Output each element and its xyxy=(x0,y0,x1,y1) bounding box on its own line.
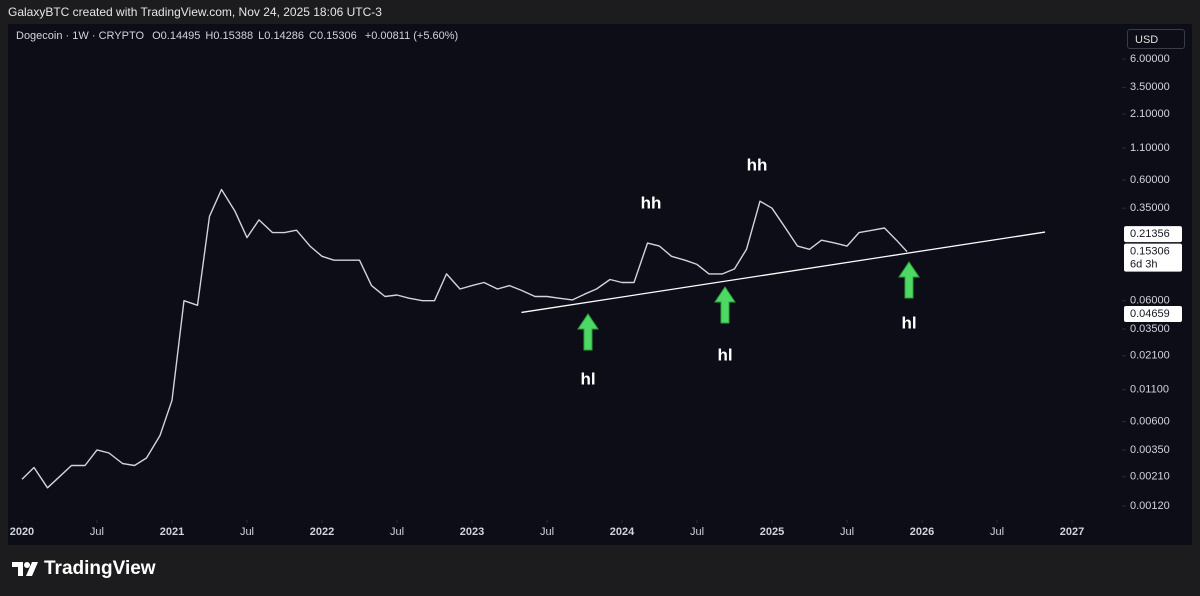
price-label-box xyxy=(1124,306,1182,323)
price-label: 0.04659 xyxy=(1130,308,1170,320)
logo-mark xyxy=(12,562,38,576)
y-tick-label: 0.00350 xyxy=(1130,444,1170,456)
x-tick-label: Jul xyxy=(240,526,254,538)
y-tick-label: 0.02100 xyxy=(1130,350,1170,362)
annotation: hl xyxy=(580,369,595,388)
ohlc-key: C xyxy=(309,30,317,42)
x-tick-label: Jul xyxy=(390,526,404,538)
ohlc-value: 0.15388 xyxy=(213,30,254,42)
change: +0.00811 xyxy=(364,30,411,42)
separator: · xyxy=(91,30,96,42)
annotation: hl xyxy=(717,345,732,364)
y-tick-label: 0.01100 xyxy=(1130,384,1169,396)
x-tick-label: Jul xyxy=(540,526,554,538)
ohlc-key: L xyxy=(258,30,265,42)
ohlc-key: O xyxy=(152,30,161,42)
interval: 1W xyxy=(72,30,89,42)
arrow xyxy=(577,313,599,351)
countdown: 6d 3h xyxy=(1130,258,1158,270)
annotation: hh xyxy=(747,155,768,174)
ohlc: O0.14495 H0.15388 L0.14286 C0.15306 xyxy=(147,30,357,42)
x-tick-label: Jul xyxy=(690,526,704,538)
x-tick-label: 2021 xyxy=(160,526,184,538)
change-percent: (+5.60%) xyxy=(413,30,459,42)
arrow xyxy=(898,261,920,299)
ohlc-value: 0.14286 xyxy=(264,30,305,42)
x-tick-label: Jul xyxy=(990,526,1004,538)
price-label: 0.15306 xyxy=(1130,245,1170,257)
attribution: GalaxyBTC created with TradingView.com, … xyxy=(8,5,382,19)
chart-background xyxy=(8,24,1192,545)
symbol: Dogecoin xyxy=(16,30,63,42)
x-tick-label: 2022 xyxy=(310,526,334,538)
annotation: hl xyxy=(901,313,916,332)
price-line xyxy=(21,188,908,489)
x-tick-label: 2027 xyxy=(1060,526,1084,538)
logo-text: TradingView xyxy=(44,558,156,579)
y-tick-label: 0.00210 xyxy=(1130,471,1170,483)
x-tick-label: 2024 xyxy=(610,526,635,538)
arrow xyxy=(714,286,736,324)
price-label-box xyxy=(1124,243,1182,272)
x-tick-label: Jul xyxy=(840,526,854,538)
attribution-bar: GalaxyBTC created with TradingView.com, … xyxy=(0,0,1200,24)
x-tick-label: 2025 xyxy=(760,526,784,538)
ohlc-value: 0.14495 xyxy=(160,30,201,42)
exchange: CRYPTO xyxy=(98,30,145,42)
x-tick-label: 2026 xyxy=(910,526,934,538)
x-tick-label: 2023 xyxy=(460,526,484,538)
y-tick-label: 0.00600 xyxy=(1130,415,1170,427)
y-tick-label: 1.10000 xyxy=(1130,142,1170,154)
ohlc-value: 0.15306 xyxy=(316,30,357,42)
y-tick-label: 0.06000 xyxy=(1130,295,1170,307)
y-tick-label: 0.60000 xyxy=(1130,174,1170,186)
ohlc-key: H xyxy=(205,30,214,42)
currency-button[interactable]: USD xyxy=(1127,29,1185,49)
annotation: hh xyxy=(641,193,662,212)
y-tick-label: 0.03500 xyxy=(1130,323,1170,335)
logo: TradingView xyxy=(12,558,156,580)
y-tick-label: 6.00000 xyxy=(1130,53,1170,65)
y-tick-label: 0.35000 xyxy=(1130,202,1170,214)
y-tick-label: 0.00120 xyxy=(1130,500,1170,512)
y-tick-label: 2.10000 xyxy=(1130,108,1170,120)
symbol-legend: Dogecoin · 1W · CRYPTO O0.14495 H0.15388 L… xyxy=(16,30,458,42)
separator: · xyxy=(65,30,70,42)
x-tick-label: 2020 xyxy=(10,526,34,538)
price-label-box xyxy=(1124,226,1182,243)
x-tick-label: Jul xyxy=(90,526,104,538)
trendline xyxy=(521,231,1046,314)
price-label: 0.21356 xyxy=(1130,228,1170,240)
y-tick-label: 3.50000 xyxy=(1130,81,1170,93)
